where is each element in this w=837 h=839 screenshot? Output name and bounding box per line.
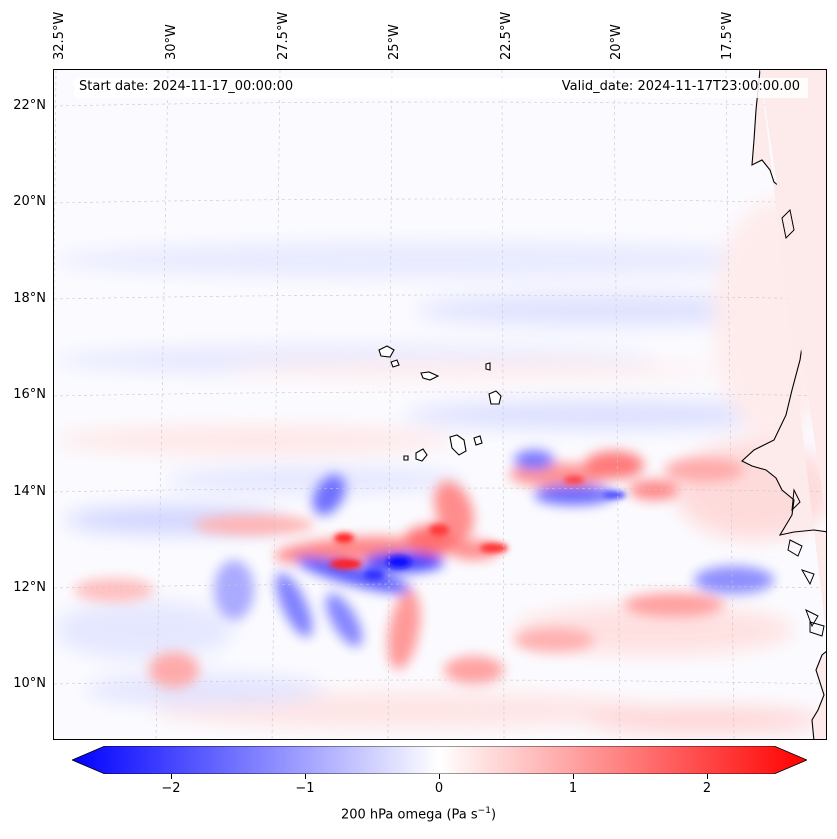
colorbar <box>72 746 807 774</box>
colorbar-label-end: ) <box>490 807 497 823</box>
lat-label-16n: 16°N <box>13 387 46 402</box>
graticule <box>54 70 826 739</box>
colorbar-label: 200 hPa omega (Pa s−1) <box>0 806 837 822</box>
cb-tick-mark <box>171 774 172 779</box>
valid-date-label: Valid_date: 2024-11-17T23:00:00.00 <box>561 79 800 94</box>
lat-label-14n: 14°N <box>13 484 46 499</box>
colorbar-label-main: 200 hPa omega (Pa s <box>340 807 478 823</box>
lon-label-25w: 25°W <box>387 24 402 60</box>
map-field-svg <box>54 70 826 739</box>
weak-field-bands <box>54 200 826 734</box>
lon-label-20w: 20°W <box>609 24 624 60</box>
cb-tick-label: −2 <box>161 781 181 796</box>
lat-label-18n: 18°N <box>13 291 46 306</box>
start-date-label: Start date: 2024-11-17_00:00:00 <box>79 79 294 94</box>
lat-label-12n: 12°N <box>13 580 46 595</box>
omega-map: Start date: 2024-11-17_00:00:00 Valid_da… <box>53 69 827 740</box>
cb-tick-mark <box>439 774 440 779</box>
convective-core <box>74 450 774 688</box>
lat-label-22n: 22°N <box>13 98 46 113</box>
info-bar <box>74 78 808 98</box>
strong-cells <box>330 476 626 580</box>
coast-details <box>781 208 825 637</box>
lon-label-27-5w: 27.5°W <box>276 11 291 60</box>
cb-tick-mark <box>573 774 574 779</box>
lon-label-17-5w: 17.5°W <box>720 11 735 60</box>
lat-label-10n: 10°N <box>13 676 46 691</box>
cb-tick-label: 2 <box>702 781 712 796</box>
cb-tick-mark <box>305 774 306 779</box>
lon-label-30w: 30°W <box>164 24 179 60</box>
cb-tick-mark <box>707 774 708 779</box>
lat-label-20n: 20°N <box>13 194 46 209</box>
cape-verde-islands <box>378 345 502 462</box>
lon-label-32-5w: 32.5°W <box>52 11 67 60</box>
cb-tick-label: −1 <box>295 781 315 796</box>
lon-label-22-5w: 22.5°W <box>499 11 514 60</box>
cb-tick-label: 1 <box>568 781 578 796</box>
cb-tick-label: 0 <box>434 781 444 796</box>
colorbar-label-sup: −1 <box>477 806 491 816</box>
